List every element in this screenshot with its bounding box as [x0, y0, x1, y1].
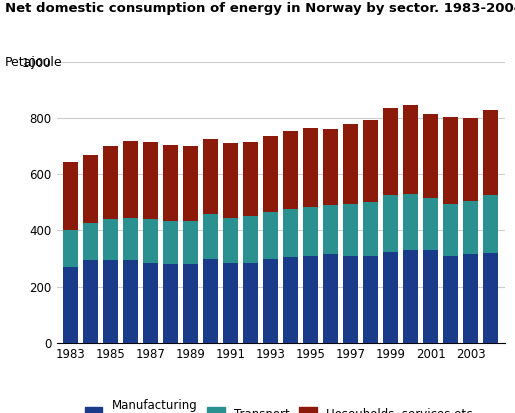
Bar [323, 129, 338, 205]
Bar [203, 259, 218, 343]
Bar [463, 118, 478, 201]
Bar [83, 154, 98, 223]
Bar [63, 267, 78, 343]
Bar [243, 263, 258, 343]
Bar [363, 256, 378, 343]
Bar [363, 119, 378, 202]
Bar [343, 124, 358, 204]
Bar [403, 194, 418, 250]
Bar [423, 114, 438, 198]
Bar [163, 145, 178, 221]
Bar [123, 140, 138, 218]
Bar [323, 205, 338, 254]
Bar [63, 230, 78, 267]
Bar [303, 206, 318, 256]
Bar [423, 198, 438, 250]
Bar [483, 110, 498, 195]
Bar [263, 136, 278, 212]
Bar [103, 146, 118, 219]
Bar [203, 139, 218, 214]
Bar [383, 108, 398, 195]
Bar [463, 254, 478, 343]
Bar [383, 252, 398, 343]
Bar [343, 204, 358, 256]
Bar [283, 131, 298, 209]
Text: Petajoule: Petajoule [5, 56, 63, 69]
Bar [203, 214, 218, 259]
Bar [143, 263, 158, 343]
Bar [163, 221, 178, 264]
Bar [103, 219, 118, 260]
Bar [323, 254, 338, 343]
Bar [343, 256, 358, 343]
Bar [443, 204, 458, 256]
Bar [443, 117, 458, 204]
Bar [383, 195, 398, 252]
Bar [283, 209, 298, 257]
Bar [283, 257, 298, 343]
Bar [363, 202, 378, 256]
Bar [403, 105, 418, 194]
Bar [263, 212, 278, 259]
Bar [103, 260, 118, 343]
Text: Net domestic consumption of energy in Norway by sector. 1983-2004. Petajoule: Net domestic consumption of energy in No… [5, 2, 515, 15]
Bar [463, 201, 478, 254]
Bar [443, 256, 458, 343]
Bar [243, 142, 258, 216]
Bar [223, 143, 238, 218]
Bar [183, 264, 198, 343]
Bar [483, 253, 498, 343]
Bar [423, 250, 438, 343]
Bar [123, 218, 138, 260]
Bar [263, 259, 278, 343]
Bar [83, 260, 98, 343]
Bar [163, 264, 178, 343]
Bar [403, 250, 418, 343]
Bar [483, 195, 498, 253]
Bar [303, 256, 318, 343]
Bar [243, 216, 258, 263]
Bar [83, 223, 98, 260]
Bar [63, 161, 78, 230]
Bar [123, 260, 138, 343]
Bar [183, 146, 198, 221]
Bar [303, 128, 318, 206]
Bar [183, 221, 198, 264]
Bar [223, 263, 238, 343]
Bar [223, 218, 238, 263]
Bar [143, 142, 158, 219]
Legend: Manufacturing
industries, Transport, Hoseuholds, services etc.: Manufacturing industries, Transport, Hos… [84, 399, 477, 413]
Bar [143, 219, 158, 263]
